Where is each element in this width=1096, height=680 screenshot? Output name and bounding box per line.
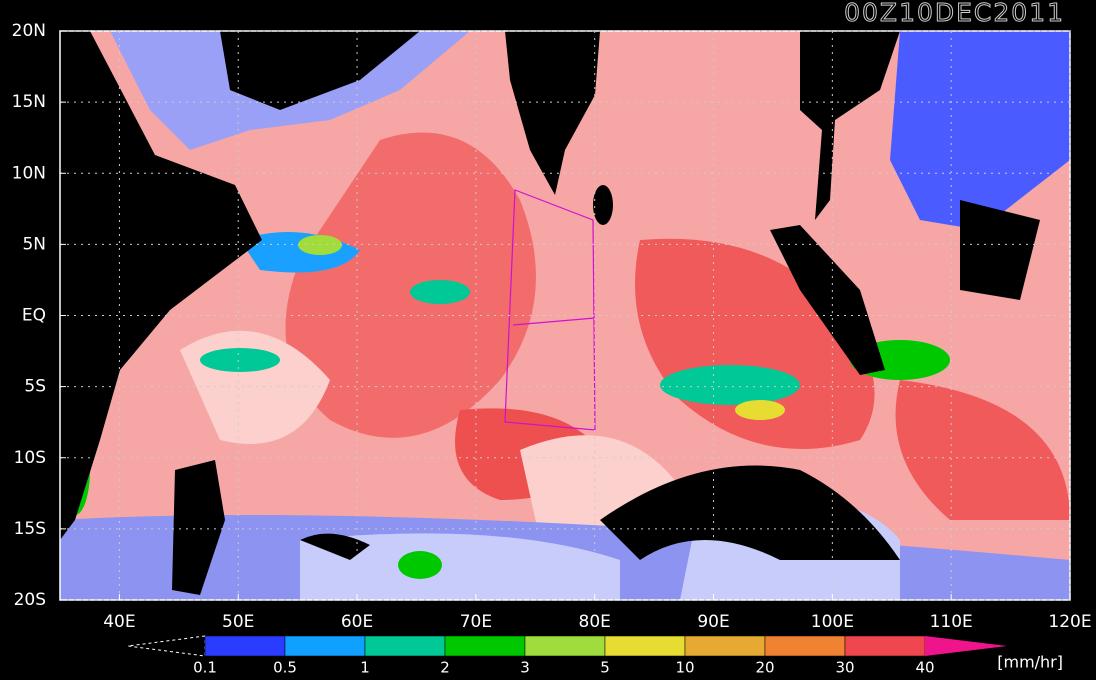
colorbar-label: 0.5 (273, 659, 297, 677)
precip-field (60, 31, 1070, 600)
colorbar-box (844, 635, 926, 657)
colorbar-box (604, 635, 686, 657)
lon-tick-label: 60E (341, 612, 373, 632)
colorbar-label: 10 (675, 659, 694, 677)
lat-tick-label: 15S (14, 519, 46, 539)
lat-tick-label: 15N (12, 92, 46, 112)
lon-tick-label: 40E (103, 612, 135, 632)
colorbar-over (925, 636, 1007, 656)
colorbar-box (684, 635, 766, 657)
map-title: 00Z10DEC2011 (844, 0, 1065, 27)
lat-tick-label: 10N (12, 163, 46, 183)
lon-tick-label: 110E (930, 612, 973, 632)
colorbar-box (364, 635, 446, 657)
lat-tick-label: 5S (24, 377, 46, 397)
colorbar-label: 2 (440, 659, 450, 677)
colorbar-box (524, 635, 606, 657)
lon-tick-label: 80E (579, 612, 611, 632)
colorbar-under (127, 635, 206, 657)
lon-tick-label: 90E (697, 612, 729, 632)
lat-tick-label: EQ (22, 306, 46, 326)
colorbar-label: 5 (600, 659, 610, 677)
colorbar-label: 3 (520, 659, 530, 677)
colorbar-box (764, 635, 846, 657)
colorbar-label: 0.1 (193, 659, 217, 677)
lat-tick-label: 20N (12, 21, 46, 41)
lon-tick-label: 100E (811, 612, 854, 632)
colorbar-unit: [mm/hr] (997, 653, 1063, 672)
colorbar-box (204, 635, 286, 657)
colorbar-box (444, 635, 526, 657)
colorbar-label: 1 (360, 659, 370, 677)
lon-tick-label: 120E (1048, 612, 1091, 632)
lon-tick-label: 50E (222, 612, 254, 632)
colorbar-box (284, 635, 366, 657)
lat-tick-label: 5N (22, 234, 46, 254)
colorbar-label: 40 (915, 659, 934, 677)
colorbar-label: 30 (835, 659, 854, 677)
lat-tick-label: 20S (14, 590, 46, 610)
colorbar-label: 20 (755, 659, 774, 677)
lon-tick-label: 70E (460, 612, 492, 632)
lat-tick-label: 10S (14, 448, 46, 468)
